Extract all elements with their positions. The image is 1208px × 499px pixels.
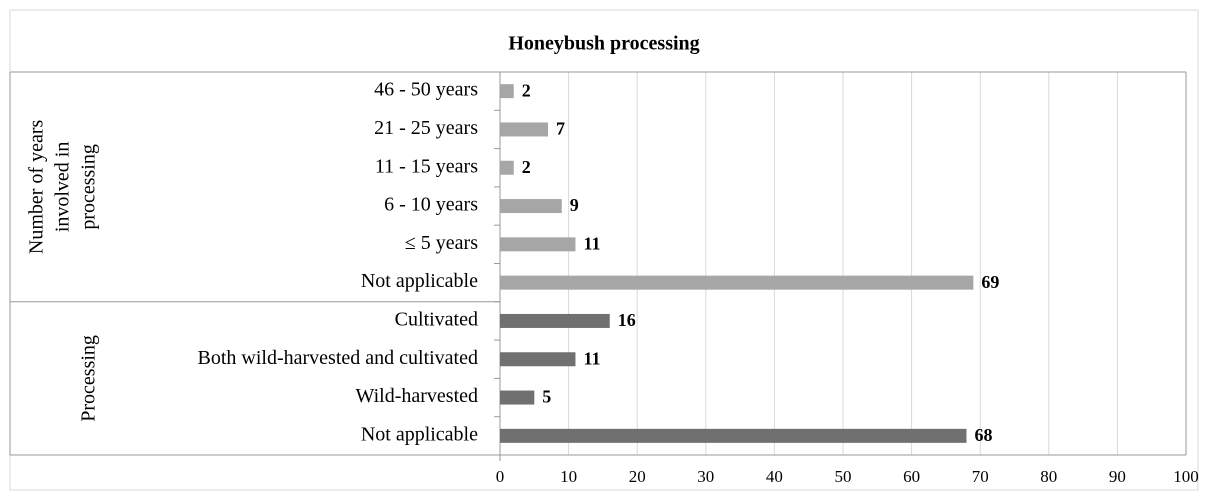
category-label: 6 - 10 years xyxy=(384,194,478,216)
bar xyxy=(500,199,562,214)
value-label: 11 xyxy=(583,233,600,253)
value-label: 2 xyxy=(522,157,531,177)
x-tick-label: 10 xyxy=(560,467,577,486)
category-label: 46 - 50 years xyxy=(374,79,478,101)
bar xyxy=(500,122,549,137)
bar xyxy=(500,237,576,252)
category-label: 11 - 15 years xyxy=(375,155,478,177)
x-tick-label: 80 xyxy=(1040,467,1057,486)
category-label: Cultivated xyxy=(395,309,478,331)
x-tick-label: 60 xyxy=(903,467,920,486)
bar xyxy=(500,428,967,443)
bar xyxy=(500,313,610,328)
value-label: 2 xyxy=(522,80,531,100)
value-label: 68 xyxy=(974,425,992,445)
x-tick-label: 40 xyxy=(766,467,783,486)
x-tick-label: 70 xyxy=(972,467,989,486)
chart-title: Honeybush processing xyxy=(508,33,699,55)
category-label: Not applicable xyxy=(361,270,478,292)
value-label: 16 xyxy=(618,310,636,330)
x-tick-label: 50 xyxy=(835,467,852,486)
group-label: Processing xyxy=(78,335,100,422)
bar xyxy=(500,275,974,290)
category-label: Wild-harvested xyxy=(356,385,478,407)
x-tick-label: 100 xyxy=(1173,467,1199,486)
category-label: Not applicable xyxy=(361,423,478,445)
x-tick-label: 0 xyxy=(496,467,505,486)
bar xyxy=(500,390,535,405)
category-label: Both wild-harvested and cultivated xyxy=(198,347,478,369)
bar xyxy=(500,352,576,367)
group-label: involved in xyxy=(52,142,74,233)
value-label: 7 xyxy=(556,119,565,139)
value-label: 11 xyxy=(583,348,600,368)
category-label: ≤ 5 years xyxy=(405,232,478,254)
value-label: 9 xyxy=(570,195,579,215)
bar xyxy=(500,84,514,99)
group-label: processing xyxy=(78,144,100,230)
value-label: 5 xyxy=(542,387,551,407)
x-tick-label: 90 xyxy=(1109,467,1126,486)
bar xyxy=(500,160,514,175)
group-label: Number of years xyxy=(26,119,48,254)
x-tick-label: 20 xyxy=(629,467,646,486)
chart-border xyxy=(9,9,1199,491)
x-tick-label: 30 xyxy=(697,467,714,486)
category-label: 21 - 25 years xyxy=(374,117,478,139)
value-label: 69 xyxy=(981,272,999,292)
